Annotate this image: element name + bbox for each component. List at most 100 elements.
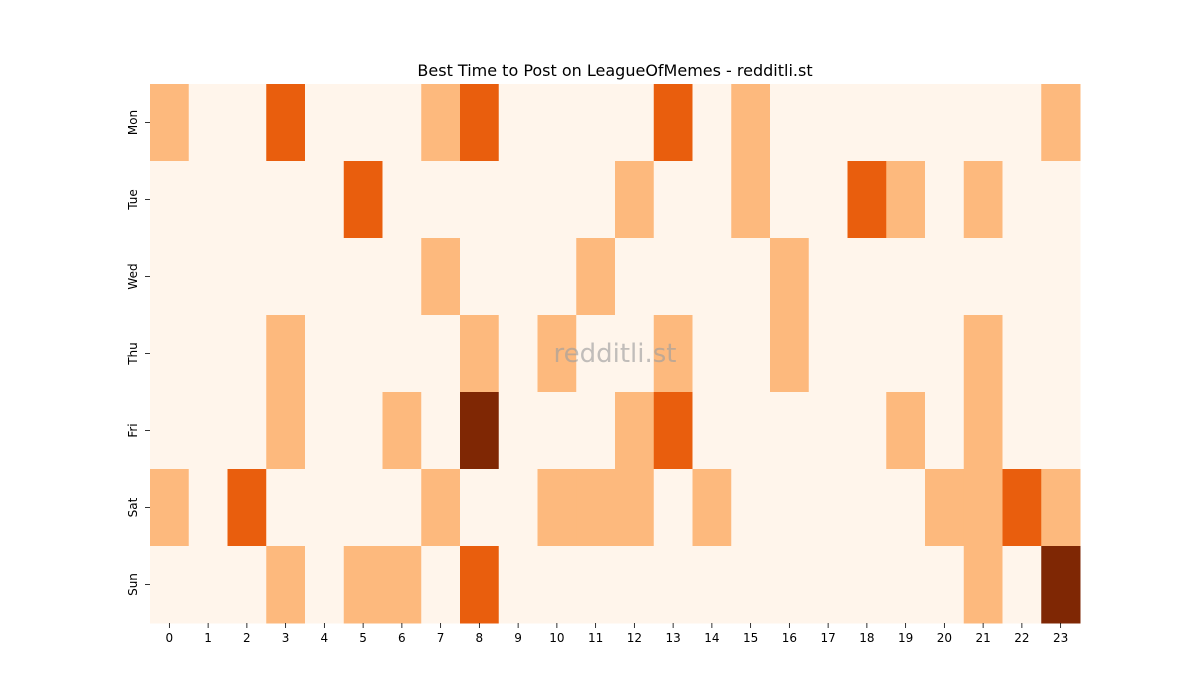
heatmap-cell-Sun-11 (576, 546, 616, 624)
heatmap-cell-Mon-10 (537, 84, 577, 162)
heatmap-cell-Tue-5 (343, 161, 383, 239)
heatmap-cell-Sat-9 (498, 469, 538, 547)
heatmap-cell-Sat-22 (1002, 469, 1042, 547)
heatmap-cell-Sat-12 (615, 469, 655, 547)
heatmap-cell-Sun-14 (692, 546, 732, 624)
heatmap-cell-Mon-0 (150, 84, 190, 162)
x-tick-label: 21 (975, 631, 990, 645)
heatmap-cell-Mon-1 (188, 84, 228, 162)
heatmap-cell-Thu-18 (847, 315, 887, 393)
x-tick-label: 7 (437, 631, 445, 645)
heatmap-cell-Sat-18 (847, 469, 887, 547)
heatmap-cell-Sat-16 (770, 469, 810, 547)
x-tick-label: 17 (820, 631, 835, 645)
chart-title: Best Time to Post on LeagueOfMemes - red… (417, 61, 812, 80)
heatmap-cell-Tue-14 (692, 161, 732, 239)
x-tick-label: 11 (588, 631, 603, 645)
heatmap-cell-Thu-10 (537, 315, 577, 393)
heatmap-cell-Mon-5 (343, 84, 383, 162)
heatmap-cell-Sat-19 (886, 469, 926, 547)
heatmap-cell-Tue-9 (498, 161, 538, 239)
heatmap-cell-Mon-4 (305, 84, 345, 162)
heatmap-cell-Sun-12 (615, 546, 655, 624)
heatmap-cell-Sat-0 (150, 469, 190, 547)
heatmap-cell-Sun-23 (1041, 546, 1081, 624)
heatmap-cell-Fri-8 (460, 392, 500, 470)
heatmap-cell-Sun-19 (886, 546, 926, 624)
y-axis: Mon Tue Wed Thu Fri Sat Sun (126, 110, 150, 596)
heatmap-cell-Thu-3 (266, 315, 306, 393)
heatmap-cell-Tue-4 (305, 161, 345, 239)
heatmap-cell-Fri-15 (731, 392, 771, 470)
heatmap-cell-Sat-6 (382, 469, 422, 547)
heatmap-cell-Mon-13 (653, 84, 693, 162)
heatmap-cell-Sun-2 (227, 546, 267, 624)
heatmap-cell-Sun-9 (498, 546, 538, 624)
heatmap-cell-Thu-12 (615, 315, 655, 393)
heatmap-cell-Sun-4 (305, 546, 345, 624)
heatmap-cell-Thu-19 (886, 315, 926, 393)
x-tick-label: 15 (743, 631, 758, 645)
heatmap-cell-Tue-17 (808, 161, 848, 239)
heatmap-cell-Sun-6 (382, 546, 422, 624)
heatmap-cell-Wed-10 (537, 238, 577, 316)
heatmap-cell-Sun-16 (770, 546, 810, 624)
heatmap-cell-Sat-7 (421, 469, 461, 547)
heatmap-cell-Wed-11 (576, 238, 616, 316)
heatmap-cell-Fri-5 (343, 392, 383, 470)
heatmap-cell-Mon-14 (692, 84, 732, 162)
heatmap-cell-Sat-20 (925, 469, 965, 547)
heatmap-cell-Tue-22 (1002, 161, 1042, 239)
x-tick-label: 8 (476, 631, 484, 645)
heatmap-cell-Thu-7 (421, 315, 461, 393)
heatmap-cell-Fri-12 (615, 392, 655, 470)
heatmap-cell-Mon-12 (615, 84, 655, 162)
heatmap-cell-Sun-22 (1002, 546, 1042, 624)
y-tick-label: Mon (126, 110, 140, 135)
heatmap-cell-Fri-19 (886, 392, 926, 470)
heatmap-cell-Wed-12 (615, 238, 655, 316)
x-tick-label: 19 (898, 631, 913, 645)
heatmap-cell-Wed-3 (266, 238, 306, 316)
heatmap-cell-Wed-14 (692, 238, 732, 316)
heatmap-cell-Wed-21 (963, 238, 1003, 316)
heatmap-cell-Thu-0 (150, 315, 190, 393)
x-tick-label: 10 (549, 631, 564, 645)
heatmap-cell-Wed-9 (498, 238, 538, 316)
heatmap-cell-Mon-22 (1002, 84, 1042, 162)
heatmap-cell-Wed-17 (808, 238, 848, 316)
heatmap-cell-Fri-4 (305, 392, 345, 470)
x-tick-label: 4 (321, 631, 329, 645)
heatmap-cell-Wed-6 (382, 238, 422, 316)
heatmap-cell-Sun-8 (460, 546, 500, 624)
heatmap-cell-Sat-13 (653, 469, 693, 547)
heatmap-cell-Tue-18 (847, 161, 887, 239)
heatmap-cell-Tue-19 (886, 161, 926, 239)
heatmap-cell-Tue-3 (266, 161, 306, 239)
y-tick-label: Thu (126, 342, 140, 366)
heatmap-cell-Mon-15 (731, 84, 771, 162)
heatmap-cell-Sun-0 (150, 546, 190, 624)
heatmap-cell-Wed-19 (886, 238, 926, 316)
heatmap-cell-Sun-10 (537, 546, 577, 624)
heatmap-cell-Wed-2 (227, 238, 267, 316)
y-tick-label: Sat (126, 497, 140, 517)
heatmap-cell-Sun-13 (653, 546, 693, 624)
heatmap-cell-Thu-6 (382, 315, 422, 393)
heatmap-cell-Fri-22 (1002, 392, 1042, 470)
heatmap-cell-Sun-18 (847, 546, 887, 624)
x-axis: 0 1 2 3 4 5 6 7 8 9 10 11 12 13 14 15 16 17 18 19 20 21 22 23 (166, 623, 1068, 645)
heatmap-cell-Thu-1 (188, 315, 228, 393)
heatmap-cell-Tue-0 (150, 161, 190, 239)
heatmap-cell-Tue-8 (460, 161, 500, 239)
heatmap-cell-Tue-7 (421, 161, 461, 239)
heatmap-cell-Wed-1 (188, 238, 228, 316)
heatmap-cell-Mon-11 (576, 84, 616, 162)
heatmap-cell-Fri-11 (576, 392, 616, 470)
heatmap-cell-Fri-1 (188, 392, 228, 470)
x-tick-label: 23 (1053, 631, 1068, 645)
heatmap-cell-Mon-9 (498, 84, 538, 162)
heatmap-cell-Mon-6 (382, 84, 422, 162)
heatmap-cell-Mon-8 (460, 84, 500, 162)
